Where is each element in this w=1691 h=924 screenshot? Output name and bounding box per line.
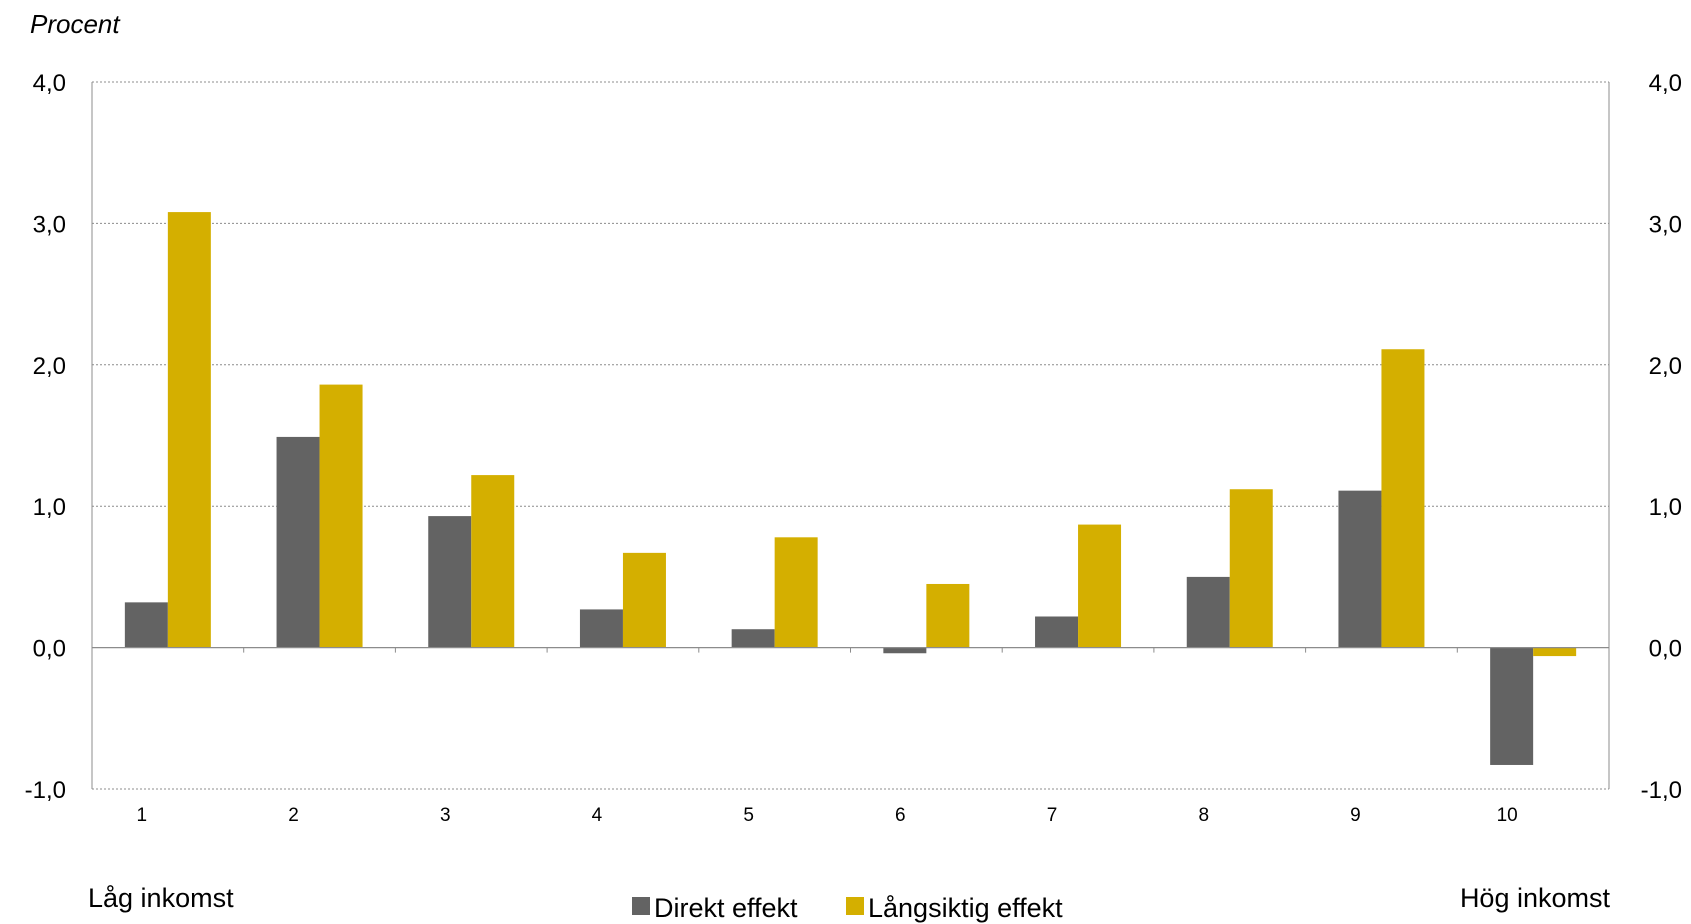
bar-langsiktig-4 [622, 552, 666, 648]
legend-swatch-direkt-effekt [632, 897, 650, 915]
legend: Direkt effekt Långsiktig effekt [632, 893, 1063, 923]
y-tick-label-right: 2,0 [1649, 353, 1682, 380]
bar-direkt-3 [428, 516, 472, 648]
bar-direkt-10 [1490, 647, 1534, 765]
legend-label-direkt-effekt: Direkt effekt [654, 893, 798, 923]
y-tick-label-left: 4,0 [33, 70, 66, 97]
bar-direkt-9 [1338, 490, 1382, 648]
bar-langsiktig-5 [774, 537, 818, 648]
y-axis-left-ticks: 4,0 3,0 2,0 1,0 0,0 -1,0 [25, 70, 66, 804]
unit-label: Procent [30, 9, 121, 39]
bar-langsiktig-3 [471, 475, 515, 648]
x-tick-label: 4 [592, 805, 603, 826]
x-tick-label: 5 [743, 805, 754, 826]
bar-langsiktig-9 [1381, 349, 1425, 648]
x-tick-label: 6 [895, 805, 906, 826]
right-footer-label: Hög inkomst [1460, 883, 1611, 913]
bar-direkt-4 [579, 609, 623, 648]
x-tick-label: 2 [288, 805, 299, 826]
y-tick-label-left: 1,0 [33, 494, 66, 521]
bar-langsiktig-10 [1533, 647, 1577, 657]
x-tick-label: 3 [440, 805, 451, 826]
y-tick-label-right: 3,0 [1649, 211, 1682, 238]
x-tick-label: 9 [1350, 805, 1361, 826]
bar-direkt-2 [276, 436, 320, 648]
legend-swatch-langsiktig-effekt [846, 897, 864, 915]
bars [124, 212, 1577, 765]
bar-langsiktig-8 [1229, 489, 1273, 648]
y-tick-label-left: 3,0 [33, 211, 66, 238]
axes [91, 82, 1610, 790]
y-tick-label-left: 0,0 [33, 636, 66, 663]
bar-langsiktig-2 [319, 384, 363, 648]
x-tick-label: 7 [1047, 805, 1058, 826]
y-tick-label-left: 2,0 [33, 353, 66, 380]
bar-direkt-1 [124, 602, 168, 648]
legend-label-langsiktig-effekt: Långsiktig effekt [868, 893, 1063, 923]
x-axis-ticks: 1 2 3 4 5 6 7 8 9 10 [137, 805, 1518, 826]
y-tick-label-right: 1,0 [1649, 494, 1682, 521]
bar-direkt-7 [1035, 616, 1079, 648]
left-footer-label: Låg inkomst [88, 883, 234, 913]
bar-langsiktig-1 [167, 212, 211, 648]
bar-direkt-6 [883, 647, 927, 654]
bar-langsiktig-7 [1078, 524, 1122, 648]
bar-direkt-5 [731, 629, 775, 648]
y-tick-label-right: -1,0 [1641, 777, 1682, 804]
bar-langsiktig-6 [926, 583, 970, 648]
y-tick-label-left: -1,0 [25, 777, 66, 804]
x-tick-label: 10 [1497, 805, 1518, 826]
y-tick-label-right: 0,0 [1649, 636, 1682, 663]
x-tick-label: 8 [1198, 805, 1209, 826]
bar-direkt-8 [1186, 576, 1230, 648]
y-tick-label-right: 4,0 [1649, 70, 1682, 97]
x-tick-label: 1 [137, 805, 148, 826]
y-axis-right-ticks: 4,0 3,0 2,0 1,0 0,0 -1,0 [1641, 70, 1682, 804]
